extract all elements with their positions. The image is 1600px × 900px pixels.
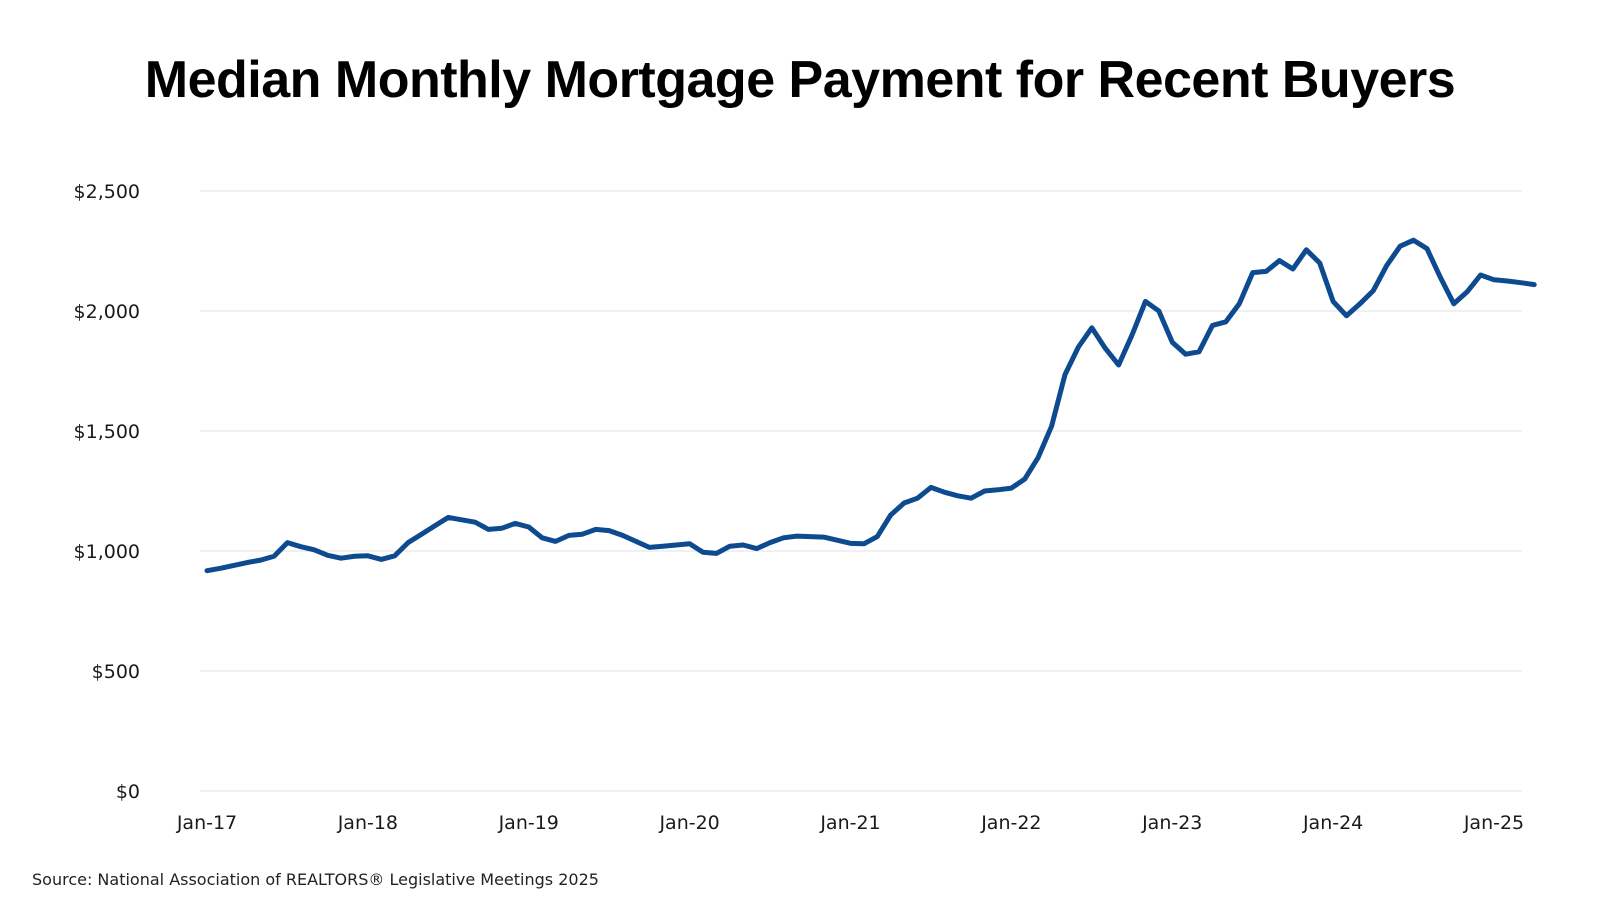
x-tick-label: Jan-18 xyxy=(337,812,398,834)
y-tick-label: $1,500 xyxy=(74,421,140,443)
y-tick-label: $500 xyxy=(92,661,140,683)
x-tick-label: Jan-20 xyxy=(658,812,719,834)
chart-title: Median Monthly Mortgage Payment for Rece… xyxy=(144,51,1456,109)
source-note: Source: National Association of REALTORS… xyxy=(32,870,599,889)
x-tick-label: Jan-22 xyxy=(980,812,1041,834)
x-tick-label: Jan-25 xyxy=(1463,812,1524,834)
y-tick-label: $0 xyxy=(116,781,140,803)
x-tick-label: Jan-23 xyxy=(1141,812,1202,834)
y-tick-label: $2,500 xyxy=(74,181,140,203)
series-line xyxy=(204,237,1537,574)
x-tick-label: Jan-21 xyxy=(819,812,880,834)
x-tick-label: Jan-17 xyxy=(176,812,237,834)
y-tick-label: $2,000 xyxy=(74,301,140,323)
x-tick-label: Jan-24 xyxy=(1302,812,1363,834)
y-tick-label: $1,000 xyxy=(74,541,140,563)
x-tick-label: Jan-19 xyxy=(498,812,559,834)
